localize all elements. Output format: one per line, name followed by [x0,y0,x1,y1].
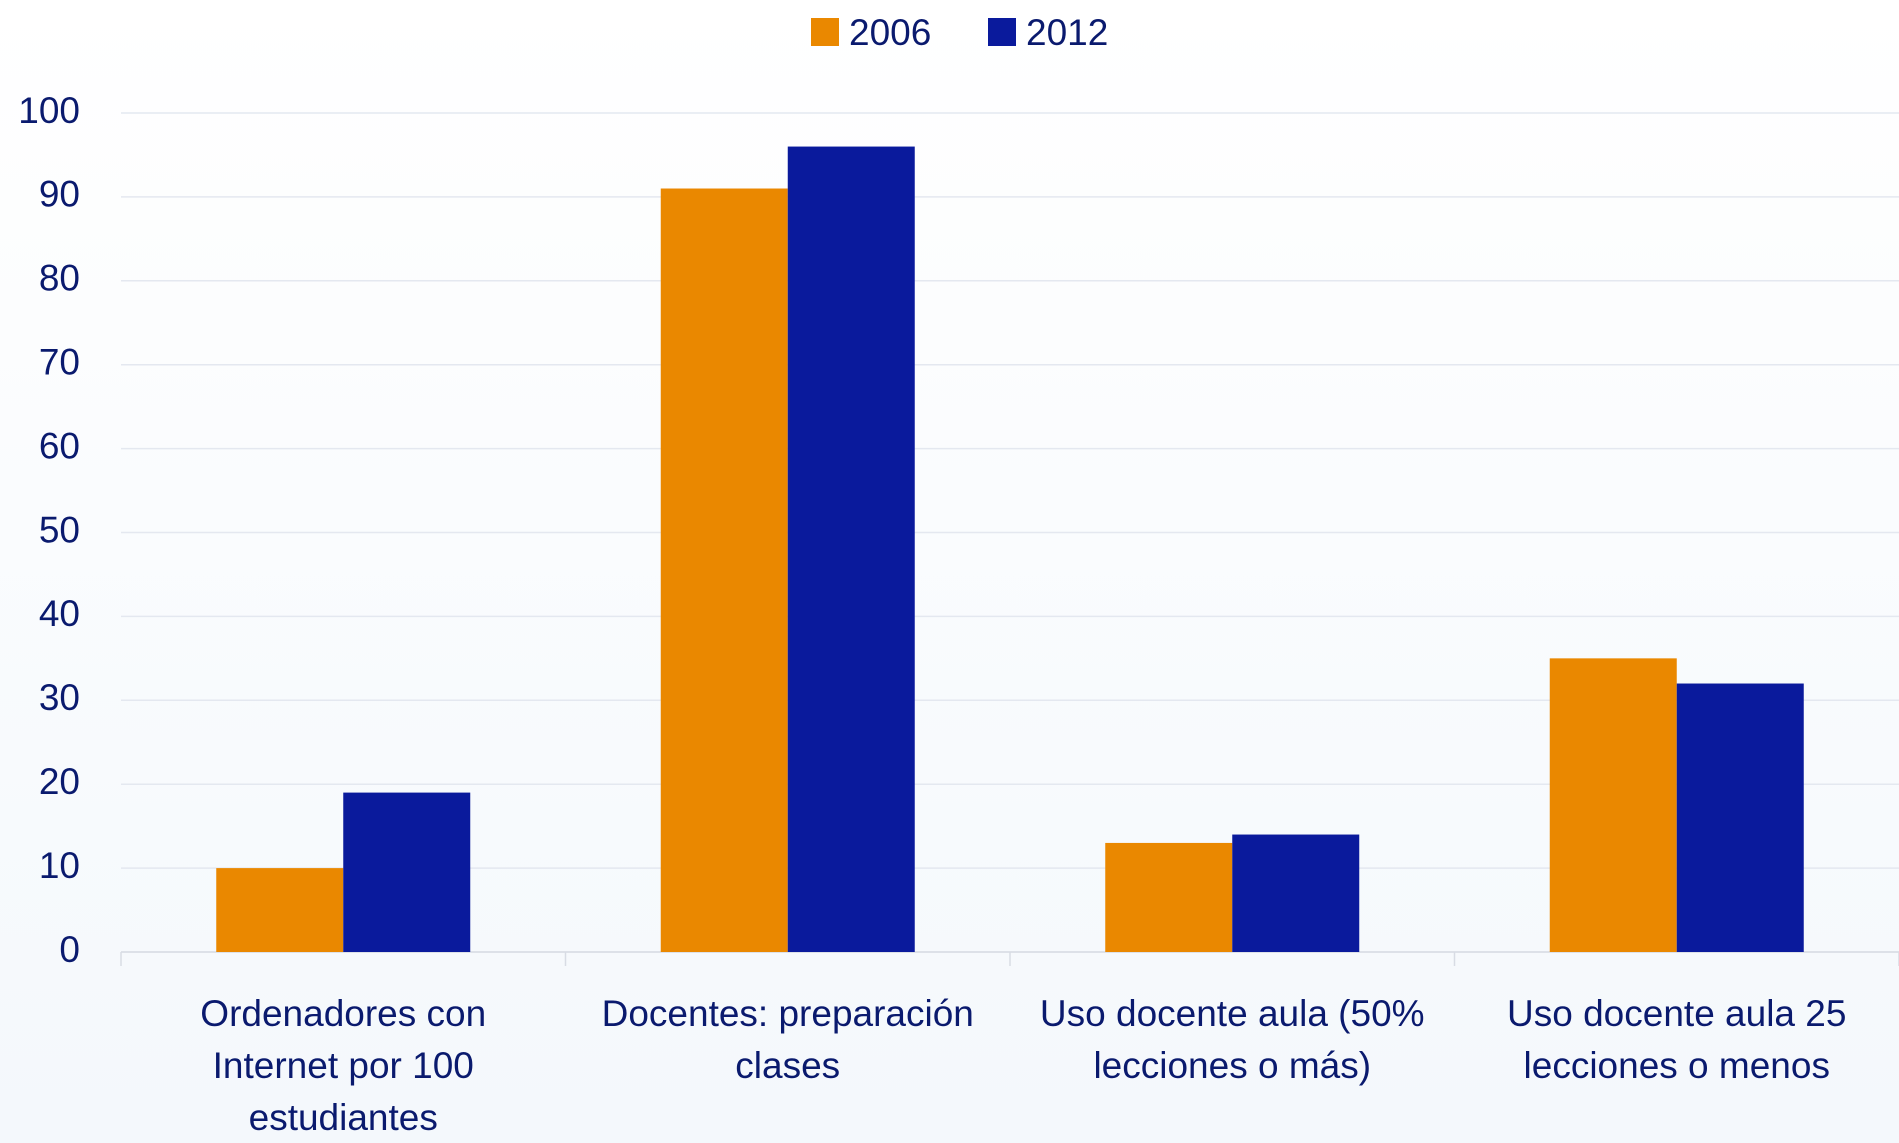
legend-label: 2006 [849,12,931,53]
y-tick-label: 100 [18,90,80,131]
bar [216,868,344,952]
legend-swatch [988,18,1016,46]
x-tick-label: Uso docente aula 25 lecciones o menos [1507,993,1847,1086]
y-tick-label: 90 [39,174,80,215]
y-tick-label: 60 [39,425,80,466]
y-tick-label: 0 [59,929,80,970]
x-tick-label: Ordenadores con Internet por 100 estudia… [200,993,487,1138]
legend-swatch [811,18,839,46]
x-tick-label: Uso docente aula (50% lecciones o más) [1039,993,1425,1086]
legend-label: 2012 [1026,12,1108,53]
bar [1549,658,1677,952]
bar [1232,834,1360,952]
bar [1676,683,1804,952]
y-tick-label: 10 [39,845,80,886]
y-tick-label: 40 [39,593,80,634]
y-tick-label: 30 [39,677,80,718]
y-tick-label: 80 [39,258,80,299]
bar [343,792,471,952]
y-tick-label: 20 [39,761,80,802]
bar [1105,842,1233,952]
bar [660,188,788,952]
x-tick-label: Docentes: preparación clases [601,993,974,1086]
y-tick-label: 70 [39,341,80,382]
bar [787,146,915,952]
y-tick-label: 50 [39,509,80,550]
